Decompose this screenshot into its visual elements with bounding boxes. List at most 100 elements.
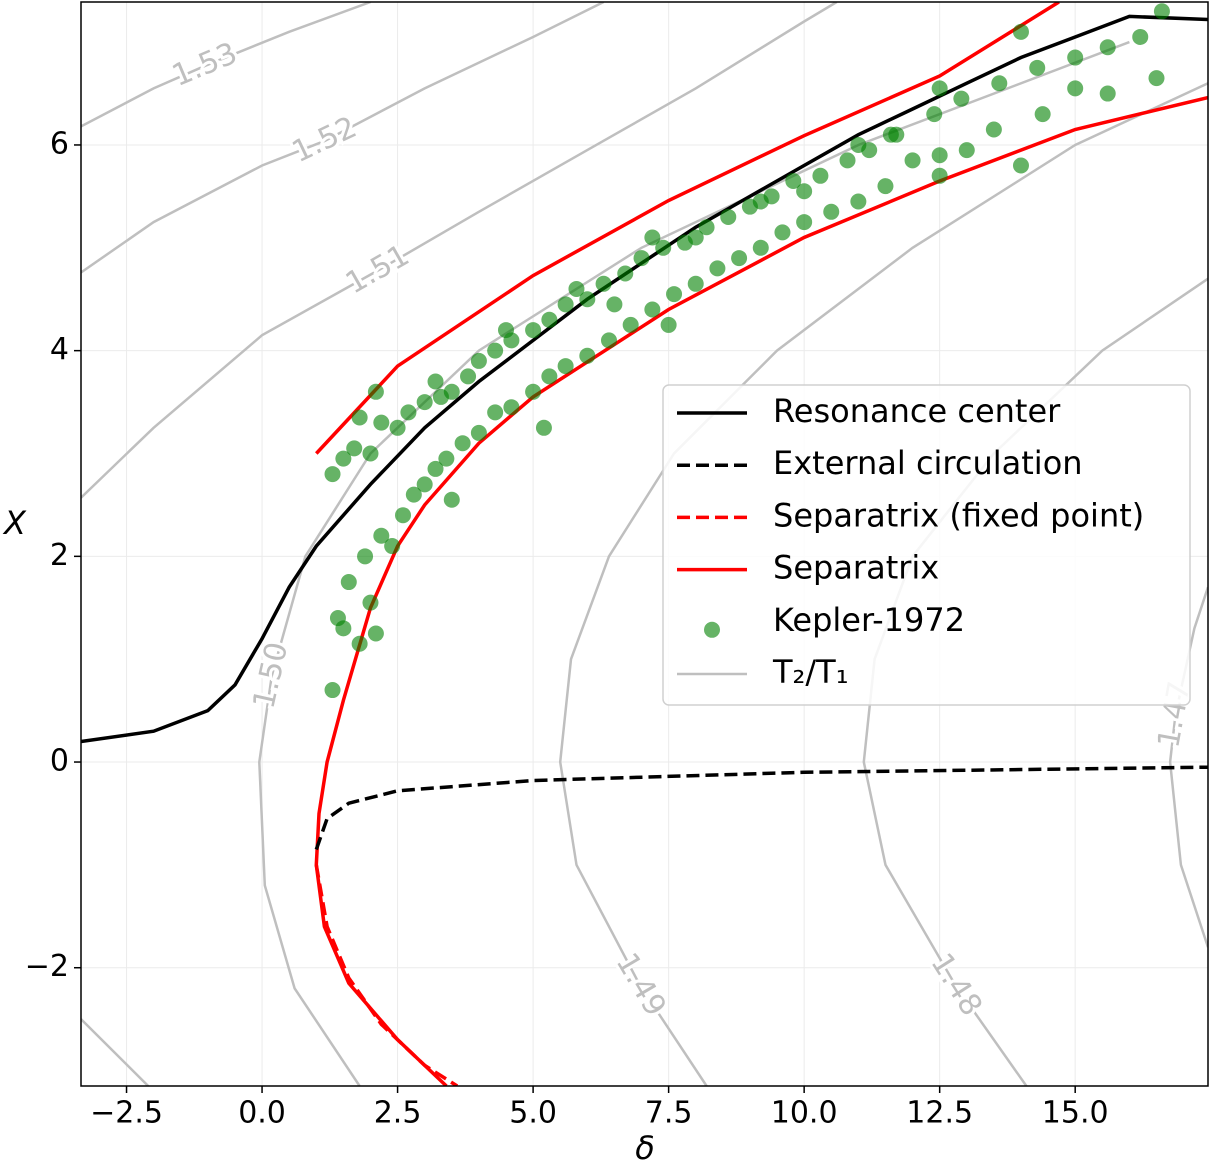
- scatter-point: [470, 424, 487, 441]
- scatter-point: [774, 224, 791, 241]
- scatter-point: [931, 167, 948, 184]
- legend-label: Kepler-1972: [773, 601, 965, 639]
- scatter-point: [882, 126, 899, 143]
- scatter-point: [557, 296, 574, 313]
- scatter-point: [731, 250, 748, 267]
- scatter-point: [1148, 70, 1165, 87]
- y-tick-label: 6: [50, 126, 69, 161]
- y-tick-label: 0: [50, 744, 69, 779]
- scatter-point: [958, 142, 975, 159]
- contour-line: [258, 40, 1130, 1086]
- y-tick-label: 4: [50, 332, 69, 367]
- scatter-point: [579, 347, 596, 364]
- scatter-point: [324, 682, 341, 699]
- scatter-point: [579, 291, 596, 308]
- legend-box: [662, 384, 1191, 706]
- x-tick-label: 15.0: [1042, 1096, 1109, 1131]
- scatter-point: [752, 193, 769, 210]
- legend-label: T₂/T₁: [772, 653, 849, 691]
- scatter-point: [503, 399, 520, 416]
- scatter-point: [395, 507, 411, 524]
- scatter-point: [346, 440, 363, 457]
- plot-frame: [80, 1, 1209, 1087]
- scatter-point: [443, 491, 460, 508]
- scatter-point: [796, 214, 813, 231]
- scatter-point: [812, 167, 829, 184]
- scatter-point: [405, 486, 422, 503]
- contour-line: [558, 82, 1208, 1086]
- scatter-point: [1067, 49, 1084, 66]
- scatter-point: [525, 322, 542, 339]
- scatter-point: [796, 183, 813, 200]
- scatter-point: [850, 193, 867, 210]
- scatter-point: [644, 229, 661, 246]
- scatter-point: [1132, 28, 1149, 45]
- scatter-point: [985, 121, 1002, 138]
- scatter-point: [557, 358, 574, 375]
- scatter-point: [926, 106, 943, 123]
- scatter-point: [622, 316, 639, 333]
- scatter-point: [389, 419, 406, 436]
- scatter-point: [785, 172, 802, 189]
- scatter-point: [709, 260, 726, 277]
- scatter-point: [416, 394, 433, 411]
- scatter-point: [362, 594, 379, 611]
- scatter-point: [839, 152, 856, 169]
- x-tick-label: 12.5: [906, 1096, 973, 1131]
- axes: −2.5 0.0 2.5 5.0 7.5 10.0 12.5 15.0 −2 0 2 4 6: [25, 126, 1109, 1130]
- scatter-point: [687, 229, 704, 246]
- scatter-point: [698, 219, 715, 236]
- legend-label: Separatrix: [773, 549, 939, 587]
- x-tick-label: 0.0: [238, 1096, 286, 1131]
- scatter-point: [1099, 39, 1116, 56]
- y-tick-label: 2: [50, 538, 69, 573]
- contour-line: [1168, 586, 1208, 948]
- scatter-point: [633, 250, 650, 267]
- scatter-point: [470, 352, 487, 369]
- scatter-point: [877, 178, 894, 195]
- scatter-point: [850, 136, 867, 153]
- scatter-point: [666, 286, 683, 303]
- scatter-point: [600, 332, 617, 349]
- contour-label: 1.53: [167, 36, 242, 94]
- x-tick-label: 5.0: [509, 1096, 557, 1131]
- scatter-point: [568, 280, 585, 297]
- scatter-point: [362, 445, 379, 462]
- scatter-point: [752, 239, 769, 256]
- x-axis-label: δ: [635, 1129, 655, 1166]
- scatter-point: [335, 450, 352, 467]
- scatter-point: [373, 527, 390, 544]
- scatter-point: [660, 316, 677, 333]
- legend: Resonance center External circulation Sepa…: [662, 384, 1191, 706]
- contour-line: [81, 2, 838, 1086]
- scatter-point: [541, 368, 558, 385]
- legend-label: Separatrix (fixed point): [773, 496, 1144, 534]
- scatter-point: [595, 275, 612, 292]
- scatter-point: [931, 80, 948, 97]
- scatter-point: [454, 435, 471, 452]
- scatter-point: [384, 538, 401, 555]
- legend-label: External circulation: [773, 444, 1083, 482]
- scatter-point: [687, 275, 704, 292]
- scatter-point: [655, 239, 672, 256]
- scatter-point: [400, 404, 417, 421]
- line: [314, 2, 1208, 1086]
- scatter-point: [427, 373, 444, 390]
- scatter-point: [720, 208, 737, 225]
- scatter-point: [324, 466, 341, 483]
- scatter-point: [367, 625, 384, 642]
- scatter-point: [823, 203, 840, 220]
- scatter-point: [351, 635, 368, 652]
- legend-label: Resonance center: [773, 392, 1061, 430]
- contour-label: 1.49: [609, 947, 673, 1022]
- scatter-point: [497, 322, 514, 339]
- scatter-point: [416, 476, 433, 493]
- scatter-point: [427, 460, 444, 477]
- x-tick-label: 2.5: [374, 1096, 422, 1131]
- scatter-point: [1153, 3, 1170, 20]
- legend-marker: [704, 621, 720, 638]
- scatter-point: [606, 296, 623, 313]
- scatter-point: [487, 342, 504, 359]
- scatter-point: [525, 383, 542, 400]
